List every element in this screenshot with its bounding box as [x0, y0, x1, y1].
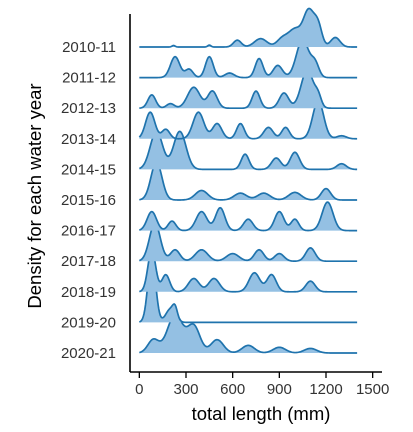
ridge-line	[138, 256, 358, 324]
x-tick-label: 900	[267, 381, 292, 398]
ridge-series-group	[138, 7, 358, 354]
y-tick-labels: 2020-21 2019-20 2018-19 2017-18 2016-17 2015-…	[61, 39, 116, 362]
ridge-line	[139, 201, 358, 232]
x-tick-label: 600	[220, 381, 245, 398]
ridge-2017-18	[139, 222, 358, 263]
ridge-line	[139, 222, 358, 263]
ridge-line	[139, 38, 358, 79]
ridge-fill	[139, 223, 358, 262]
ridge-fill	[139, 39, 358, 78]
ridge-fill	[139, 162, 358, 200]
x-tick-label: 1200	[309, 381, 342, 398]
x-tick-label: 300	[173, 381, 198, 398]
x-tick-label: 1500	[356, 381, 389, 398]
y-tick-label: 2011-12	[62, 70, 116, 87]
ridge-fill	[139, 8, 358, 47]
x-axis-title: total length (mm)	[192, 403, 331, 424]
y-tick-label: 2020-21	[61, 345, 116, 362]
y-tick-label: 2016-17	[61, 223, 116, 240]
ridge-line	[139, 161, 358, 201]
ridge-line	[139, 7, 358, 48]
ridge-2012-13	[139, 69, 358, 110]
y-tick-label: 2018-19	[61, 284, 116, 301]
ridge-2015-16	[139, 161, 358, 201]
y-tick-label: 2010-11	[62, 39, 116, 56]
x-ticks: 0 300 600 900 1200 1500	[135, 372, 389, 398]
y-tick-label: 2017-18	[61, 253, 116, 270]
y-tick-label: 2015-16	[61, 192, 116, 209]
ridge-fill	[139, 100, 358, 139]
x-tick-label: 0	[135, 381, 143, 398]
ridge-2019-20	[138, 256, 358, 324]
y-tick-label: 2013-14	[61, 131, 116, 148]
ridge-fill	[139, 202, 358, 231]
ridge-fill	[139, 249, 358, 292]
ridge-2016-17	[139, 201, 358, 232]
ridge-line	[139, 248, 358, 293]
ridge-2010-11	[139, 7, 358, 48]
ridge-line	[139, 69, 358, 110]
y-axis-title: Density for each water year	[24, 83, 45, 308]
ridge-2011-12	[139, 38, 358, 79]
y-tick-label: 2014-15	[61, 161, 116, 178]
ridge-2018-19	[139, 248, 358, 293]
ridge-fill	[139, 131, 358, 170]
y-tick-label: 2012-13	[61, 100, 116, 117]
y-tick-label: 2019-20	[61, 314, 116, 331]
